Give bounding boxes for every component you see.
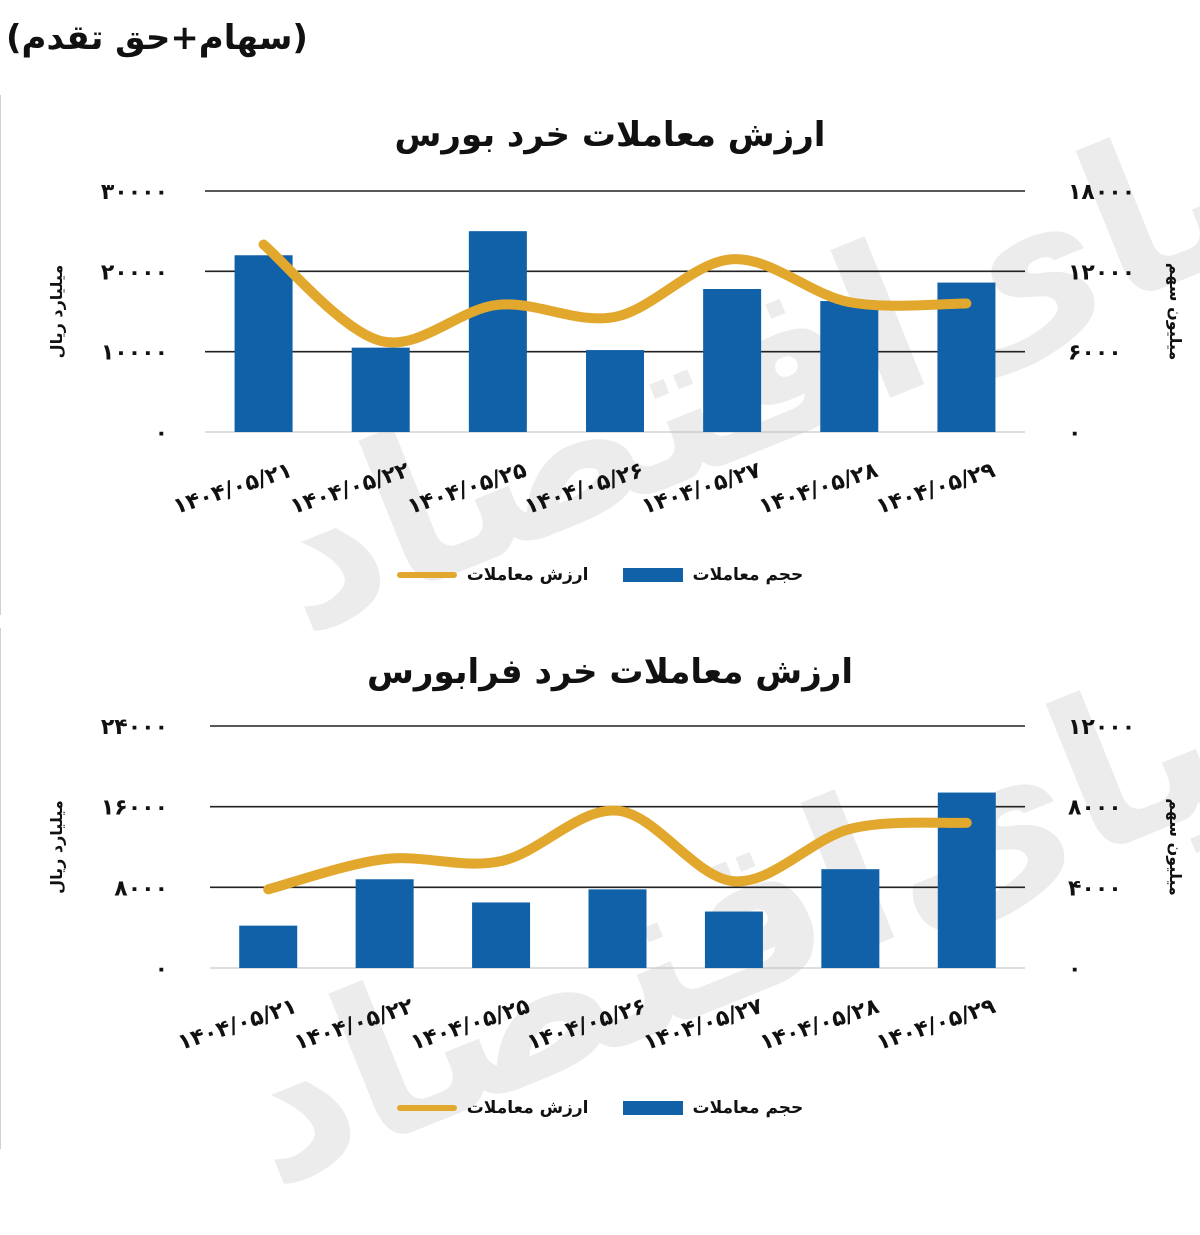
legend-item-bar: حجم معاملات bbox=[622, 565, 804, 585]
legend-swatch-line bbox=[396, 1105, 457, 1111]
x-tick-label: ۱۴۰۴/۰۵/۲۶ bbox=[522, 458, 647, 520]
x-tick-label: ۱۴۰۴/۰۵/۲۶ bbox=[524, 994, 649, 1056]
chart-plot-farabourse: ۰ ۰ ۸۰۰۰ ۴۰۰۰ ۱۶۰۰۰ ۸۰۰۰ ۲۴۰۰۰ ۱۲۰۰۰ میلیارد ریا… bbox=[47, 715, 1185, 1056]
x-tick-label: ۱۴۰۴/۰۵/۲۷ bbox=[639, 458, 765, 520]
y-tick-right: ۱۲۰۰۰ bbox=[1068, 260, 1135, 285]
bar bbox=[234, 255, 293, 432]
chart-legend: ارزش معاملات حجم معاملات bbox=[0, 565, 1200, 585]
chart-plot-bourse: ۰ ۰ ۱۰۰۰۰ ۶۰۰۰ ۲۰۰۰۰ ۱۲۰۰۰ ۳۰۰۰۰ ۱۸۰۰۰ میلیارد ر… bbox=[47, 180, 1185, 520]
y-axis-title-right: میلیون سهم bbox=[1166, 798, 1185, 896]
y-tick-left: ۸۰۰۰ bbox=[114, 876, 168, 901]
bar bbox=[820, 301, 879, 432]
y-tick-right: ۱۲۰۰۰ bbox=[1068, 715, 1135, 740]
x-tick-label: ۱۴۰۴/۰۵/۲۹ bbox=[873, 994, 998, 1056]
series-line bbox=[263, 805, 972, 895]
legend-label-bar: حجم معاملات bbox=[692, 1098, 804, 1118]
y-tick-right: ۰ bbox=[1068, 421, 1081, 446]
bar bbox=[355, 879, 414, 968]
chart-title: ارزش معاملات خرد فرابورس bbox=[366, 652, 853, 692]
bar bbox=[239, 925, 298, 968]
x-tick-label: ۱۴۰۴/۰۵/۲۲ bbox=[291, 994, 417, 1056]
y-tick-right: ۸۰۰۰ bbox=[1068, 796, 1122, 821]
series-line bbox=[258, 239, 972, 348]
y-tick-left: ۱۰۰۰۰ bbox=[101, 341, 168, 366]
header-note: (سهام+حق تقدم) bbox=[6, 18, 308, 58]
legend-item-bar: حجم معاملات bbox=[622, 1098, 804, 1118]
x-tick-label: ۱۴۰۴/۰۵/۲۲ bbox=[287, 458, 413, 520]
legend-swatch-bar bbox=[622, 568, 683, 582]
legend-swatch-bar bbox=[622, 1101, 683, 1115]
bar bbox=[468, 231, 527, 432]
legend-item-line: ارزش معاملات bbox=[396, 1098, 589, 1118]
chart-title: ارزش معاملات خرد بورس bbox=[394, 115, 826, 155]
y-tick-left: ۲۴۰۰۰ bbox=[101, 715, 168, 740]
y-tick-left: ۳۰۰۰۰ bbox=[101, 180, 168, 205]
x-tick-label: ۱۴۰۴/۰۵/۲۱ bbox=[170, 458, 295, 520]
legend-label-bar: حجم معاملات bbox=[692, 565, 804, 585]
x-tick-label: ۱۴۰۴/۰۵/۲۱ bbox=[175, 994, 300, 1056]
legend-label-line: ارزش معاملات bbox=[466, 565, 589, 585]
y-tick-left: ۲۰۰۰۰ bbox=[101, 260, 168, 285]
y-tick-left: ۰ bbox=[155, 421, 168, 446]
bar bbox=[472, 902, 531, 968]
chart-legend: ارزش معاملات حجم معاملات bbox=[0, 1098, 1200, 1118]
bar bbox=[588, 889, 647, 968]
y-tick-right: ۱۸۰۰۰ bbox=[1068, 180, 1135, 205]
y-tick-right: ۴۰۰۰ bbox=[1068, 876, 1122, 901]
legend-swatch-line bbox=[396, 572, 457, 578]
panel-divider bbox=[0, 95, 1, 615]
bar bbox=[821, 869, 880, 968]
y-axis-title-left: میلیارد ریال bbox=[47, 265, 66, 359]
x-tick-label: ۱۴۰۴/۰۵/۲۵ bbox=[408, 994, 533, 1056]
y-tick-right: ۶۰۰۰ bbox=[1068, 341, 1122, 366]
bar bbox=[703, 289, 762, 432]
x-tick-label: ۱۴۰۴/۰۵/۲۷ bbox=[641, 994, 767, 1056]
x-tick-label: ۱۴۰۴/۰۵/۲۸ bbox=[756, 458, 882, 520]
y-tick-left: ۱۶۰۰۰ bbox=[101, 796, 168, 821]
x-tick-label: ۱۴۰۴/۰۵/۲۸ bbox=[757, 994, 883, 1056]
bar bbox=[351, 347, 410, 432]
y-axis-title-left: میلیارد ریال bbox=[47, 800, 66, 894]
bar bbox=[704, 911, 763, 968]
y-axis-title-right: میلیون سهم bbox=[1166, 263, 1185, 361]
legend-label-line: ارزش معاملات bbox=[466, 1098, 589, 1118]
y-tick-right: ۰ bbox=[1068, 957, 1081, 982]
y-tick-left: ۰ bbox=[155, 957, 168, 982]
chart-panel-bourse: دنیای‌اقتصاد ارزش معاملات خرد بورس ۰۰۱۰۰… bbox=[0, 0, 1200, 682]
bar bbox=[586, 350, 644, 432]
legend-item-line: ارزش معاملات bbox=[396, 565, 589, 585]
x-tick-label: ۱۴۰۴/۰۵/۲۵ bbox=[405, 458, 530, 520]
x-tick-label: ۱۴۰۴/۰۵/۲۹ bbox=[873, 458, 998, 520]
panel-divider bbox=[0, 628, 1, 1149]
